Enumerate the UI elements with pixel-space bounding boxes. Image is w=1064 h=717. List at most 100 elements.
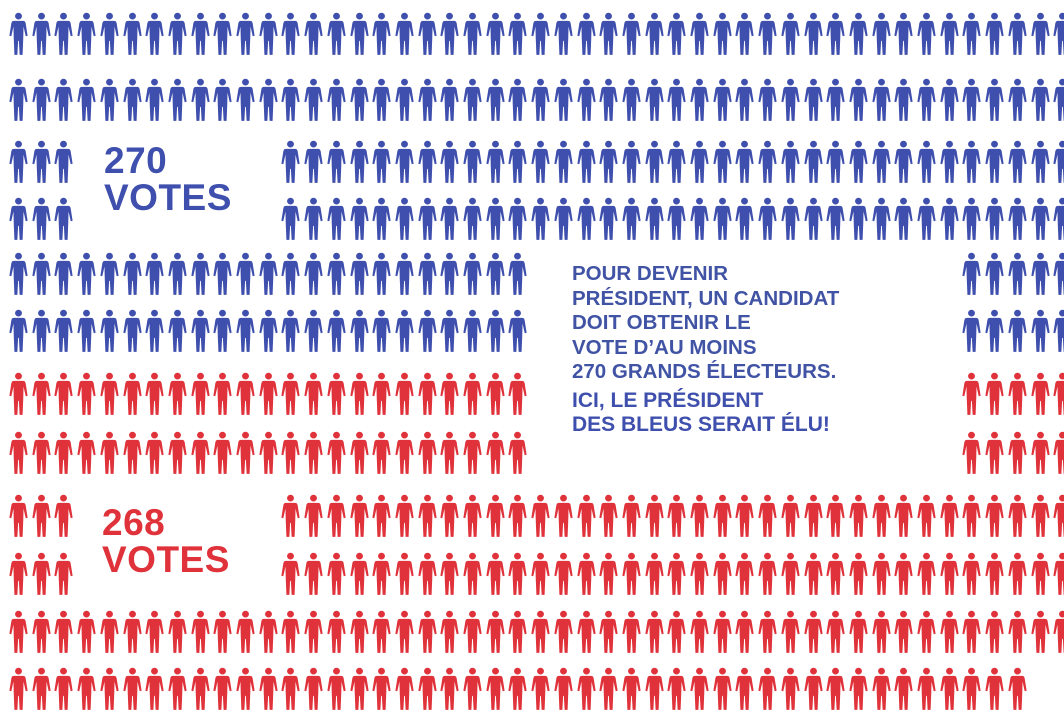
elector-icon xyxy=(781,12,800,55)
elector-icon xyxy=(781,140,800,183)
red-votes-label: 268 VOTES xyxy=(102,504,230,578)
elector-head xyxy=(877,667,885,675)
elector-head xyxy=(786,12,794,20)
elector-icon xyxy=(372,552,391,595)
elector-head xyxy=(128,610,136,618)
elector-body xyxy=(1030,260,1050,295)
elector-icon xyxy=(985,552,1004,595)
elector-icon xyxy=(758,552,777,595)
elector-body xyxy=(100,86,119,121)
elector-icon xyxy=(417,552,437,595)
elector-head xyxy=(605,12,613,20)
elector-icon xyxy=(735,197,755,240)
elector-head xyxy=(400,667,408,675)
elector-body xyxy=(32,260,51,295)
elector-icon xyxy=(1030,552,1050,595)
elector-body xyxy=(917,560,936,595)
elector-body xyxy=(327,86,346,121)
elector-icon xyxy=(54,610,74,653)
elector-body xyxy=(985,260,1004,295)
elector-body xyxy=(1053,260,1064,295)
elector-icon xyxy=(940,140,959,183)
elector-icon xyxy=(735,552,755,595)
elector-icon xyxy=(826,197,845,240)
elector-head xyxy=(514,309,522,317)
elector-body xyxy=(259,380,278,415)
elector-head xyxy=(491,309,499,317)
elector-head xyxy=(242,12,249,20)
elector-head xyxy=(1059,610,1064,618)
elector-head xyxy=(673,552,681,560)
elector-icon xyxy=(463,309,482,352)
elector-icon xyxy=(894,610,913,653)
elector-icon xyxy=(259,431,278,474)
elector-icon xyxy=(54,552,74,595)
elector-head xyxy=(173,252,181,260)
elector-head xyxy=(423,12,431,20)
elector-body xyxy=(168,439,187,474)
elector-icon xyxy=(145,252,164,295)
elector-body xyxy=(145,317,164,352)
elector-head xyxy=(15,197,22,205)
elector-body xyxy=(327,205,346,240)
elector-body xyxy=(372,502,391,537)
elector-body xyxy=(281,439,301,474)
elector-body xyxy=(417,148,437,183)
elector-icon xyxy=(395,494,414,537)
elector-icon xyxy=(667,197,686,240)
elector-head xyxy=(60,78,68,86)
elector-body xyxy=(940,20,959,55)
elector-icon xyxy=(281,552,301,595)
blue-votes-number: 270 xyxy=(104,140,168,181)
elector-head xyxy=(514,252,522,260)
elector-body xyxy=(690,148,709,183)
elector-head xyxy=(627,78,635,86)
elector-head xyxy=(696,12,703,20)
elector-body xyxy=(962,205,982,240)
elector-icon xyxy=(77,252,96,295)
elector-body xyxy=(190,675,210,710)
elector-icon xyxy=(576,140,596,183)
elector-head xyxy=(1059,140,1064,148)
elector-head xyxy=(469,197,476,205)
elector-body xyxy=(54,205,74,240)
elector-icon xyxy=(440,494,459,537)
elector-body xyxy=(849,86,868,121)
elector-head xyxy=(923,494,930,502)
elector-body xyxy=(690,560,709,595)
elector-icon xyxy=(849,12,868,55)
elector-body xyxy=(9,148,28,183)
elector-icon xyxy=(463,372,482,415)
elector-icon xyxy=(54,494,74,537)
elector-icon xyxy=(713,140,732,183)
elector-head xyxy=(400,552,408,560)
elector-icon xyxy=(145,12,164,55)
elector-icon xyxy=(962,12,982,55)
elector-body xyxy=(100,317,119,352)
elector-head xyxy=(446,667,454,675)
elector-head xyxy=(219,431,227,439)
explanation-line: 270 GRANDS ÉLECTEURS. xyxy=(572,360,837,383)
elector-body xyxy=(531,20,550,55)
elector-body xyxy=(735,560,755,595)
elector-body xyxy=(168,260,187,295)
elector-icon xyxy=(54,372,74,415)
elector-body xyxy=(940,675,959,710)
elector-head xyxy=(718,12,726,20)
elector-icon xyxy=(9,431,28,474)
explanation-line: DOIT OBTENIR LE xyxy=(572,311,751,334)
elector-body xyxy=(917,502,936,537)
elector-head xyxy=(219,309,227,317)
elector-head xyxy=(605,140,613,148)
elector-body xyxy=(826,560,845,595)
elector-body xyxy=(1030,560,1050,595)
elector-icon xyxy=(803,12,823,55)
elector-head xyxy=(537,140,545,148)
elector-body xyxy=(32,675,51,710)
elector-body xyxy=(304,560,323,595)
elector-head xyxy=(83,252,91,260)
elector-body xyxy=(122,86,142,121)
elector-icon xyxy=(349,197,369,240)
elector-icon xyxy=(417,197,437,240)
elector-body xyxy=(826,502,845,537)
